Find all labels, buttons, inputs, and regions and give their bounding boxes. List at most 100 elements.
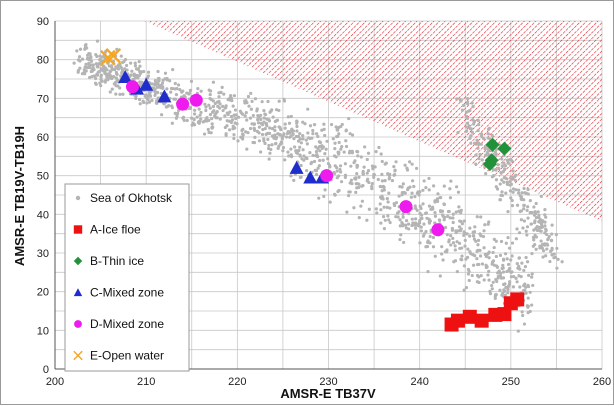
cloud-point	[125, 68, 129, 72]
cloud-point	[94, 76, 98, 81]
cloud-point	[393, 172, 397, 177]
cloud-point	[283, 126, 287, 130]
cloud-point	[84, 62, 88, 66]
cloud-point	[524, 285, 528, 289]
cloud-point	[112, 82, 116, 86]
cloud-point	[333, 147, 337, 151]
cloud-point	[249, 107, 253, 111]
cloud-point	[526, 187, 530, 192]
cloud-point	[508, 179, 512, 184]
cloud-point	[479, 215, 483, 219]
cloud-point	[111, 67, 115, 72]
cloud-point	[298, 175, 302, 180]
cloud-point	[507, 161, 511, 165]
cloud-point	[393, 203, 397, 208]
cloud-point	[543, 243, 547, 247]
cloud-point	[539, 239, 543, 243]
cloud-point	[172, 97, 176, 101]
cloud-point	[511, 169, 515, 173]
cloud-point	[413, 221, 418, 225]
cloud-point	[419, 229, 424, 233]
cloud-point	[499, 276, 504, 280]
cloud-point	[525, 208, 529, 213]
cloud-point	[146, 70, 151, 74]
cloud-point	[196, 87, 200, 91]
cloud-point	[494, 178, 499, 182]
cloud-point	[283, 122, 287, 126]
cloud-point	[249, 91, 253, 96]
cloud-point	[504, 285, 508, 289]
cloud-point	[221, 108, 225, 113]
cloud-point	[515, 203, 520, 207]
cloud-point	[353, 159, 357, 163]
cloud-point	[320, 128, 324, 132]
cloud-point	[236, 139, 240, 143]
cloud-point	[130, 69, 134, 73]
cloud-point	[496, 271, 500, 275]
cloud-point	[514, 173, 518, 177]
cloud-point	[160, 113, 164, 117]
cloud-point	[380, 159, 384, 164]
cloud-point	[77, 55, 82, 59]
cloud-point	[318, 140, 322, 145]
cloud-point	[185, 91, 189, 95]
cloud-point	[521, 289, 526, 293]
cloud-point	[220, 85, 224, 89]
cloud-point	[211, 104, 216, 109]
cloud-point	[378, 202, 382, 206]
cloud-point	[281, 149, 285, 153]
cloud-point	[409, 195, 413, 199]
cloud-point	[429, 207, 433, 211]
cloud-point	[286, 150, 290, 154]
cloud-point	[470, 130, 474, 134]
cloud-point	[537, 225, 542, 230]
cloud-point	[243, 114, 247, 118]
cloud-point	[413, 194, 417, 199]
hatched-region	[144, 21, 603, 222]
cloud-point	[334, 125, 338, 129]
cloud-point	[212, 109, 216, 113]
cloud-point	[518, 209, 522, 213]
cloud-point	[101, 64, 105, 68]
cloud-point	[116, 64, 120, 68]
cloud-point	[466, 247, 470, 251]
cloud-point	[543, 220, 547, 224]
cloud-point	[300, 157, 304, 161]
cloud-point	[274, 141, 278, 146]
cloud-point	[457, 205, 461, 209]
cloud-point	[448, 187, 452, 191]
cloud-point	[374, 150, 378, 154]
cloud-point	[355, 186, 359, 190]
cloud-point	[474, 153, 478, 157]
cloud-point	[289, 147, 293, 151]
cloud-point	[365, 157, 369, 162]
x-tick-label: 230	[319, 376, 337, 388]
legend-marker-d-mixed-zone	[74, 320, 82, 328]
cloud-point	[408, 160, 412, 164]
cloud-point	[556, 257, 560, 261]
cloud-point	[156, 69, 160, 74]
cloud-point	[519, 218, 523, 222]
cloud-point	[528, 309, 532, 314]
cloud-point	[459, 208, 463, 212]
cloud-point	[316, 155, 320, 159]
cloud-point	[501, 263, 505, 267]
cloud-point	[509, 157, 513, 161]
cloud-point	[199, 117, 203, 121]
cloud-point	[306, 107, 310, 111]
cloud-point	[99, 84, 103, 88]
cloud-point	[175, 114, 179, 118]
cloud-point	[157, 76, 161, 81]
cloud-point	[94, 53, 98, 57]
cloud-point	[490, 287, 494, 291]
cloud-point	[410, 217, 414, 221]
cloud-point	[312, 159, 317, 164]
cloud-point	[226, 112, 230, 117]
cloud-point	[349, 178, 353, 182]
cloud-point	[530, 252, 534, 256]
cloud-point	[323, 151, 327, 156]
cloud-point	[215, 100, 220, 104]
cloud-point	[481, 136, 486, 141]
cloud-point	[403, 223, 408, 227]
cloud-point	[103, 71, 107, 76]
